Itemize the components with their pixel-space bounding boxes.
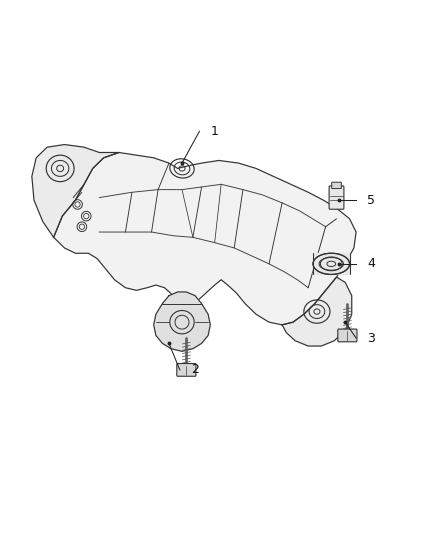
Polygon shape: [32, 144, 119, 237]
FancyBboxPatch shape: [332, 182, 341, 189]
Text: 5: 5: [367, 193, 375, 207]
Polygon shape: [313, 253, 350, 274]
Text: 1: 1: [210, 125, 218, 138]
FancyBboxPatch shape: [177, 364, 196, 376]
Polygon shape: [282, 277, 352, 346]
Text: 3: 3: [367, 332, 375, 344]
Text: 2: 2: [191, 364, 198, 376]
FancyBboxPatch shape: [329, 186, 344, 209]
Polygon shape: [53, 152, 356, 325]
Text: 4: 4: [367, 257, 375, 270]
Polygon shape: [313, 261, 350, 266]
Polygon shape: [154, 292, 210, 351]
FancyBboxPatch shape: [338, 329, 357, 342]
